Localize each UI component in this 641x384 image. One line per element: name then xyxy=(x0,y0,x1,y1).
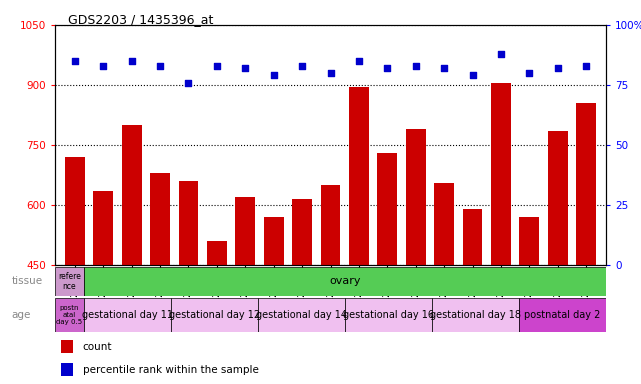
Point xyxy=(326,70,336,76)
Point xyxy=(240,65,251,71)
Text: GDS2203 / 1435396_at: GDS2203 / 1435396_at xyxy=(68,13,213,26)
Text: ovary: ovary xyxy=(329,276,361,286)
Bar xyxy=(519,217,539,384)
Bar xyxy=(258,298,345,332)
Bar xyxy=(84,298,171,332)
Text: count: count xyxy=(83,342,112,352)
Text: gestational day 12: gestational day 12 xyxy=(169,310,260,320)
Point xyxy=(212,63,222,69)
Bar xyxy=(432,298,519,332)
Point xyxy=(297,63,307,69)
Point xyxy=(553,65,563,71)
Point xyxy=(70,58,80,64)
Bar xyxy=(463,209,483,384)
Bar xyxy=(60,340,72,353)
Bar xyxy=(519,298,606,332)
Bar xyxy=(349,87,369,384)
Text: postn
atal
day 0.5: postn atal day 0.5 xyxy=(56,305,83,325)
Text: gestational day 14: gestational day 14 xyxy=(256,310,347,320)
Bar xyxy=(292,199,312,384)
Bar xyxy=(94,191,113,384)
Text: gestational day 11: gestational day 11 xyxy=(82,310,173,320)
Point xyxy=(524,70,535,76)
Bar xyxy=(378,153,397,384)
Bar xyxy=(171,298,258,332)
Bar xyxy=(235,197,255,384)
Bar xyxy=(60,363,72,376)
Bar xyxy=(65,157,85,384)
Text: gestational day 16: gestational day 16 xyxy=(343,310,434,320)
Bar xyxy=(548,131,568,384)
Point xyxy=(98,63,108,69)
Point xyxy=(269,72,279,78)
Bar xyxy=(263,217,283,384)
Point xyxy=(183,79,194,86)
Text: refere
nce: refere nce xyxy=(58,271,81,291)
Point xyxy=(126,58,137,64)
Bar xyxy=(345,298,432,332)
Bar xyxy=(122,125,142,384)
Point xyxy=(354,58,364,64)
Bar xyxy=(179,181,199,384)
Bar xyxy=(320,185,340,384)
Text: percentile rank within the sample: percentile rank within the sample xyxy=(83,365,258,375)
Text: gestational day 18: gestational day 18 xyxy=(430,310,521,320)
Text: tissue: tissue xyxy=(12,276,42,286)
Point xyxy=(411,63,421,69)
Point xyxy=(581,63,591,69)
Point xyxy=(467,72,478,78)
Bar xyxy=(207,241,227,384)
Bar xyxy=(434,183,454,384)
Bar xyxy=(491,83,511,384)
Point xyxy=(382,65,392,71)
Bar xyxy=(576,103,596,384)
Point xyxy=(495,51,506,57)
Point xyxy=(439,65,449,71)
Bar xyxy=(55,298,84,332)
Bar xyxy=(55,267,84,296)
Bar xyxy=(406,129,426,384)
Text: postnatal day 2: postnatal day 2 xyxy=(524,310,601,320)
Bar xyxy=(150,173,170,384)
Text: age: age xyxy=(12,310,31,320)
Point xyxy=(155,63,165,69)
